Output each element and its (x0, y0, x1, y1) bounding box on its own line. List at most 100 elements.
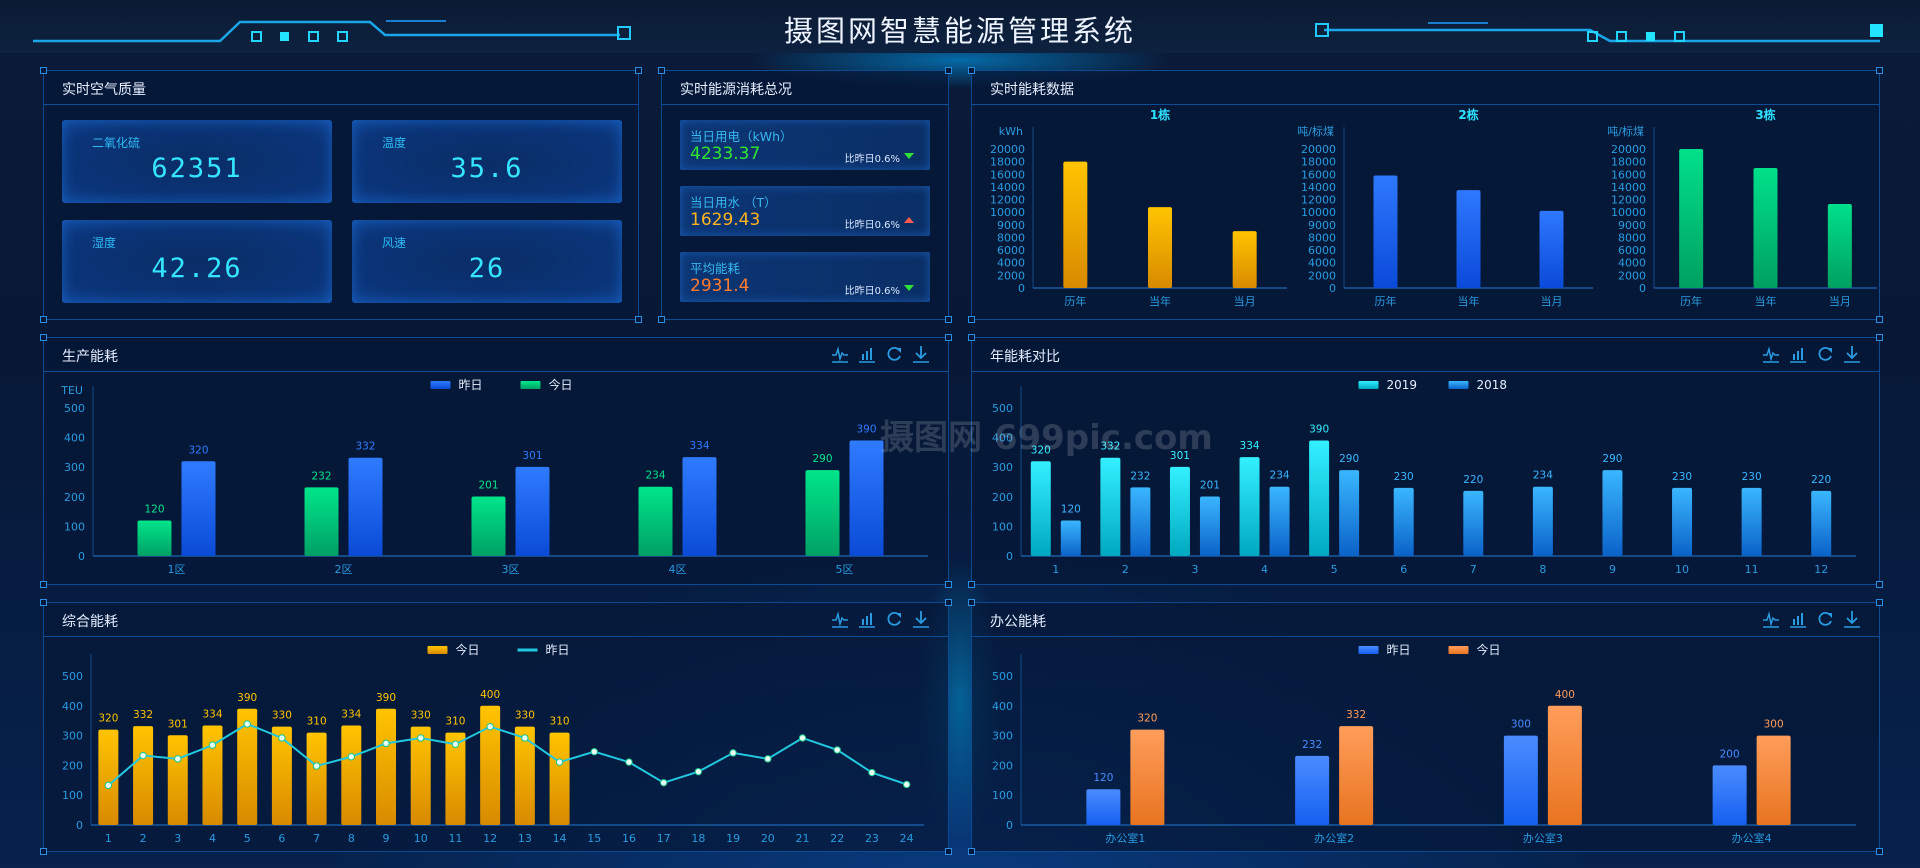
bar[interactable] (1130, 487, 1151, 556)
bar[interactable] (682, 457, 717, 556)
bar[interactable] (348, 457, 383, 556)
bar[interactable] (1063, 161, 1088, 288)
line-point[interactable] (243, 720, 251, 728)
bar[interactable] (202, 725, 223, 825)
bar[interactable] (1339, 470, 1360, 556)
bar-chart-icon[interactable] (1789, 345, 1807, 363)
line-point[interactable] (104, 781, 113, 790)
bar[interactable] (237, 708, 258, 825)
download-icon[interactable] (1843, 610, 1861, 628)
bar[interactable] (1339, 726, 1374, 825)
bar[interactable] (1811, 490, 1832, 556)
bar-chart-icon[interactable] (858, 610, 876, 628)
line-point[interactable] (798, 734, 807, 742)
bar[interactable] (376, 708, 397, 825)
line-point[interactable] (417, 734, 425, 742)
bar[interactable] (1309, 440, 1330, 556)
bar[interactable] (1239, 457, 1260, 556)
line-point[interactable] (555, 758, 564, 766)
line-point[interactable] (208, 741, 217, 749)
download-icon[interactable] (912, 610, 930, 628)
refresh-icon[interactable] (1816, 610, 1834, 628)
refresh-icon[interactable] (885, 610, 903, 628)
bar[interactable] (1232, 231, 1257, 288)
line-chart-icon[interactable] (831, 610, 849, 628)
bar[interactable] (514, 726, 535, 825)
bar[interactable] (515, 466, 550, 556)
line-point[interactable] (486, 722, 494, 731)
bar[interactable] (1753, 167, 1778, 288)
line-point[interactable] (694, 767, 703, 776)
bar[interactable] (1547, 705, 1582, 825)
bar[interactable] (1393, 487, 1414, 556)
bar[interactable] (271, 726, 292, 825)
bar[interactable] (1672, 487, 1693, 556)
line-point[interactable] (174, 755, 182, 763)
bar[interactable] (1539, 210, 1564, 288)
line-chart-icon[interactable] (1762, 345, 1780, 363)
line-point[interactable] (451, 740, 460, 748)
bar[interactable] (1086, 789, 1121, 825)
bar[interactable] (805, 470, 840, 556)
bar[interactable] (1456, 190, 1481, 288)
line-chart-icon[interactable] (1762, 610, 1780, 628)
bar[interactable] (1373, 175, 1398, 288)
bar[interactable] (445, 732, 466, 825)
bar[interactable] (1741, 487, 1762, 556)
bar[interactable] (849, 440, 884, 556)
bar[interactable] (1130, 729, 1165, 825)
bar[interactable] (1269, 486, 1290, 556)
bar[interactable] (549, 732, 570, 825)
bar[interactable] (1532, 486, 1553, 556)
bar[interactable] (1199, 496, 1220, 556)
bar-chart-icon[interactable] (858, 345, 876, 363)
line-point[interactable] (590, 747, 598, 756)
refresh-icon[interactable] (1816, 345, 1834, 363)
bar[interactable] (304, 487, 339, 556)
bar[interactable] (1827, 203, 1852, 288)
bar[interactable] (1463, 490, 1484, 556)
bar[interactable] (167, 735, 188, 825)
bar[interactable] (341, 725, 362, 825)
line-point[interactable] (139, 751, 147, 760)
line-point[interactable] (278, 734, 286, 742)
line-point[interactable] (382, 739, 390, 748)
bar[interactable] (133, 726, 154, 825)
bar[interactable] (638, 486, 673, 556)
line-point[interactable] (868, 768, 876, 777)
bar[interactable] (1060, 520, 1081, 556)
bar[interactable] (1295, 755, 1330, 825)
x-tick-label: 1 (1052, 563, 1059, 576)
bar[interactable] (1712, 765, 1747, 825)
bar[interactable] (471, 496, 506, 556)
line-point[interactable] (833, 746, 841, 754)
download-icon[interactable] (1843, 345, 1861, 363)
bar[interactable] (1030, 461, 1051, 556)
bar[interactable] (1148, 207, 1172, 288)
line-point[interactable] (764, 755, 772, 763)
bar[interactable] (1169, 466, 1190, 556)
bar[interactable] (480, 705, 501, 825)
bar[interactable] (1503, 735, 1538, 825)
bar[interactable] (137, 520, 172, 556)
line-chart-icon[interactable] (831, 345, 849, 363)
line-point[interactable] (312, 762, 321, 770)
line-point[interactable] (625, 758, 633, 766)
bar[interactable] (1679, 149, 1704, 288)
bar[interactable] (1100, 457, 1121, 556)
line-point[interactable] (347, 753, 356, 761)
bar[interactable] (306, 732, 327, 825)
line-point[interactable] (659, 778, 668, 787)
bar[interactable] (1756, 735, 1791, 825)
bar[interactable] (410, 726, 431, 825)
line-point[interactable] (521, 734, 529, 742)
line-point[interactable] (902, 780, 911, 789)
bar[interactable] (98, 729, 119, 825)
refresh-icon[interactable] (885, 345, 903, 363)
line-point[interactable] (729, 749, 737, 757)
bar[interactable] (181, 461, 216, 556)
download-icon[interactable] (912, 345, 930, 363)
bar-chart-icon[interactable] (1789, 610, 1807, 628)
bar[interactable] (1602, 470, 1623, 556)
data-label: 230 (1672, 471, 1692, 483)
